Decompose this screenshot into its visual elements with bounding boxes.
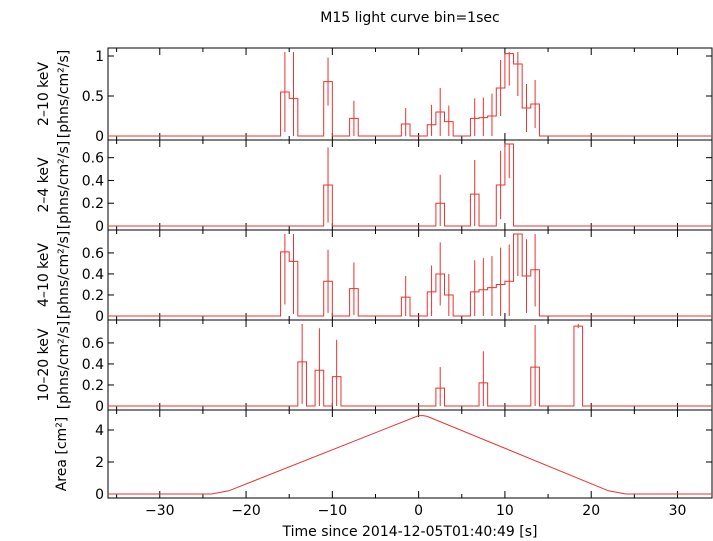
y-tick-label: 0 (95, 129, 104, 145)
y-tick-label: 0.4 (82, 267, 104, 283)
y-tick-label: 0 (95, 309, 104, 325)
y-tick-label: 0 (95, 219, 104, 235)
y-axis-label: 2–4 keV [phns/cm²/s] (36, 141, 72, 230)
y-tick-label: 0.4 (82, 357, 104, 373)
y-axis-label: 10–20 keV [phns/cm²/s] (36, 321, 72, 410)
series-step-line (108, 53, 712, 137)
y-axis-label-line: 2–10 keV (36, 62, 52, 126)
y-axis-label: 4–10 keV [phns/cm²/s] (36, 231, 72, 320)
x-tick-label: −20 (231, 503, 261, 519)
y-axis-label-line: [phns/cm²/s] (56, 50, 72, 139)
y-tick-label: 0.4 (82, 173, 104, 189)
y-tick-label: 0.6 (82, 246, 104, 262)
y-tick-label: 0.5 (82, 89, 104, 105)
chart-title: M15 light curve bin=1sec (320, 10, 499, 26)
x-tick-label: 30 (669, 503, 687, 519)
x-tick-label: 20 (582, 503, 600, 519)
panel-frame (107, 319, 713, 411)
y-tick-label: 0.6 (82, 336, 104, 352)
x-tick-label: 0 (414, 503, 423, 519)
x-axis-label: Time since 2014-12-05T01:40:49 [s] (282, 524, 538, 540)
panel-3: 0 0.2 0.4 0.6 10–20 keV [phns/cm²/s] (36, 319, 713, 415)
panel-frame (107, 409, 713, 499)
y-tick-label: 0.2 (82, 288, 104, 304)
panel-frame (107, 139, 713, 231)
x-tick-label: −30 (145, 503, 175, 519)
y-tick-label: 1 (95, 49, 104, 65)
y-axis-label-line: [phns/cm²/s] (56, 141, 72, 230)
x-tick-label: −10 (318, 503, 348, 519)
y-tick-label: 0.6 (82, 151, 104, 167)
y-axis-label-line: 10–20 keV (36, 328, 52, 401)
panel-0: 0 0.5 1 2–10 keV [phns/cm²/s] (36, 47, 713, 145)
y-tick-label: 4 (95, 423, 104, 439)
series-step-line (108, 233, 712, 317)
y-axis-label-line: 2–4 keV (36, 157, 52, 212)
panel-2: 0 0.2 0.4 0.6 4–10 keV [phns/cm²/s] (36, 229, 713, 325)
y-axis-label-line: [phns/cm²/s] (56, 231, 72, 320)
y-axis-label-line: [phns/cm²/s] (56, 321, 72, 410)
y-tick-label: 0 (95, 399, 104, 415)
x-tick-label: 10 (496, 503, 514, 519)
y-axis-label-line: 4–10 keV (36, 243, 52, 307)
panel-1: 0 0.2 0.4 0.6 2–4 keV [phns/cm²/s] (36, 139, 713, 235)
y-tick-label: 0 (95, 487, 104, 503)
panels: 00.512–10 keV [phns/cm²/s]00.20.40.62–4 k… (36, 47, 713, 519)
series-step-line (108, 143, 712, 227)
y-tick-label: 2 (95, 455, 104, 471)
series-step-line (108, 325, 712, 407)
panel-4: 0 2 4 Area [cm²] −30 −20 −10 0 10 20 30 (54, 409, 713, 519)
y-tick-label: 0.2 (82, 196, 104, 212)
y-tick-label: 0.2 (82, 378, 104, 394)
area-curve (108, 415, 712, 495)
y-axis-label: 2–10 keV [phns/cm²/s] (36, 50, 72, 139)
y-axis-label: Area [cm²] (54, 417, 70, 492)
